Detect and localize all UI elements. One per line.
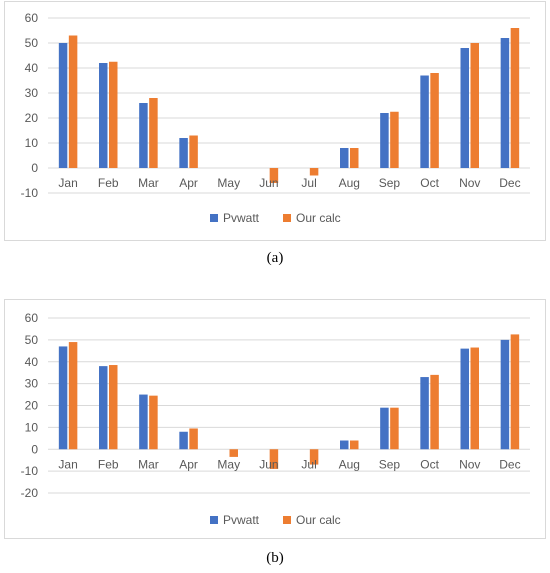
y-tick-label: 50 xyxy=(25,36,39,50)
chart-b-svg: -20 -10 0 10 20 30 40 50 60 Jan Feb Mar Apr May Jun Jul… xyxy=(4,299,546,539)
legend-swatch-pvwatt xyxy=(210,516,218,524)
y-tick-label: 40 xyxy=(25,355,39,369)
bar-our-calc-sep xyxy=(390,111,399,168)
bar-pvwatt-nov xyxy=(460,48,469,168)
bar-our-calc-oct xyxy=(430,374,439,450)
bar-our-calc-feb xyxy=(109,61,118,168)
y-tick-label: 60 xyxy=(25,11,39,25)
bar-pvwatt-mar xyxy=(139,394,148,450)
bar-our-calc-apr xyxy=(189,428,198,450)
legend-label-our-calc: Our calc xyxy=(296,211,341,225)
y-tick-label: 40 xyxy=(25,61,39,75)
bar-pvwatt-feb xyxy=(99,63,108,168)
bar-pvwatt-sep xyxy=(380,407,389,450)
y-tick-label: -10 xyxy=(21,186,39,200)
x-tick-label: Aug xyxy=(339,176,360,190)
caption-b: (b) xyxy=(266,550,284,566)
legend-swatch-our-calc xyxy=(283,516,291,524)
bar-our-calc-may xyxy=(229,449,238,457)
y-tick-label: 20 xyxy=(25,111,39,125)
bar-pvwatt-oct xyxy=(420,377,429,450)
y-tick-label: 0 xyxy=(31,161,38,175)
bar-our-calc-nov xyxy=(470,43,479,168)
bar-our-calc-jun xyxy=(269,449,279,469)
chart-panel-a: -10 0 10 20 30 40 50 60 Jan Feb Mar Apr May Jun Jul Aug… xyxy=(0,0,550,242)
y-tick-label: 10 xyxy=(25,136,39,150)
bar-our-calc-dec xyxy=(510,28,520,168)
bar-pvwatt-jan xyxy=(58,346,68,450)
bar-pvwatt-mar xyxy=(139,103,148,168)
chart-panel-b: -20 -10 0 10 20 30 40 50 60 Jan Feb Mar Apr May Jun Jul… xyxy=(0,298,550,540)
x-tick-label: May xyxy=(217,176,240,190)
y-tick-label: 30 xyxy=(25,86,39,100)
x-tick-label: Jun xyxy=(259,176,278,190)
legend-label-pvwatt: Pvwatt xyxy=(223,211,260,225)
bar-our-calc-jul xyxy=(309,449,319,465)
x-tick-label: Mar xyxy=(138,176,159,190)
y-tick-label: -10 xyxy=(21,464,39,478)
bar-pvwatt-apr xyxy=(179,138,188,168)
y-tick-label: 20 xyxy=(25,399,39,413)
x-tick-label: Sep xyxy=(379,457,401,471)
x-tick-label: Nov xyxy=(459,176,480,190)
x-tick-label: Apr xyxy=(179,176,198,190)
bar-pvwatt-oct xyxy=(420,75,429,168)
bar-our-calc-jul xyxy=(309,168,319,176)
bar-pvwatt-jan xyxy=(58,43,68,168)
legend-swatch-our-calc xyxy=(283,214,291,222)
x-tick-label: Mar xyxy=(138,457,159,471)
bar-our-calc-nov xyxy=(470,347,479,450)
y-tick-label: 0 xyxy=(31,442,38,456)
x-tick-label: Oct xyxy=(420,457,439,471)
legend-label-pvwatt: Pvwatt xyxy=(223,513,260,527)
x-tick-label: Jul xyxy=(301,457,316,471)
x-tick-label: Jun xyxy=(259,457,278,471)
bar-pvwatt-dec xyxy=(500,339,510,450)
x-tick-label: Sep xyxy=(379,176,401,190)
caption-a: (a) xyxy=(266,250,284,266)
bar-our-calc-oct xyxy=(430,73,439,168)
x-tick-label: Aug xyxy=(339,457,360,471)
bar-our-calc-mar xyxy=(149,98,158,168)
bar-our-calc-sep xyxy=(390,407,399,450)
bar-our-calc-dec xyxy=(510,334,520,450)
bar-our-calc-jan xyxy=(68,342,78,450)
x-tick-label: Jan xyxy=(58,176,77,190)
legend-label-our-calc: Our calc xyxy=(296,513,341,527)
chart-frame xyxy=(4,299,546,539)
x-tick-label: Dec xyxy=(499,176,520,190)
y-tick-label: 60 xyxy=(25,311,39,325)
x-tick-label: Feb xyxy=(98,176,119,190)
bar-pvwatt-aug xyxy=(340,148,349,168)
bar-our-calc-aug xyxy=(350,440,359,450)
bar-pvwatt-feb xyxy=(99,366,108,450)
y-tick-label: 10 xyxy=(25,420,39,434)
bar-pvwatt-aug xyxy=(340,440,349,450)
bar-pvwatt-sep xyxy=(380,113,389,168)
bar-our-calc-aug xyxy=(350,148,359,168)
x-tick-label: May xyxy=(217,457,240,471)
bar-our-calc-apr xyxy=(189,135,198,168)
bar-our-calc-feb xyxy=(109,365,118,450)
y-tick-label: -20 xyxy=(21,486,39,500)
legend-swatch-pvwatt xyxy=(210,214,218,222)
chart-frame xyxy=(4,1,546,241)
x-tick-label: Jan xyxy=(58,457,77,471)
bar-our-calc-jun xyxy=(269,168,279,183)
x-tick-label: Apr xyxy=(179,457,198,471)
bar-our-calc-mar xyxy=(149,395,158,450)
bar-pvwatt-dec xyxy=(500,38,510,168)
bar-our-calc-jan xyxy=(68,35,78,168)
chart-a-svg: -10 0 10 20 30 40 50 60 Jan Feb Mar Apr May Jun Jul Aug… xyxy=(4,1,546,241)
x-tick-label: Nov xyxy=(459,457,480,471)
x-tick-label: Feb xyxy=(98,457,119,471)
y-tick-label: 50 xyxy=(25,333,39,347)
x-tick-label: Dec xyxy=(499,457,520,471)
x-tick-label: Jul xyxy=(301,176,316,190)
bar-pvwatt-apr xyxy=(179,431,188,450)
y-tick-label: 30 xyxy=(25,377,39,391)
bar-pvwatt-nov xyxy=(460,348,469,450)
x-tick-label: Oct xyxy=(420,176,439,190)
